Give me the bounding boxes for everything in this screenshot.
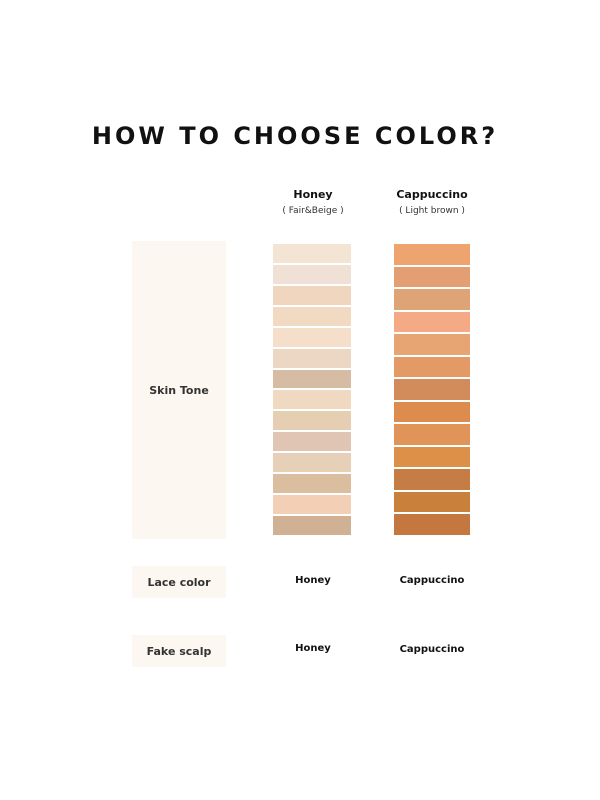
fake-scalp-cappuccino: Cappuccino (399, 644, 465, 655)
color-swatch (273, 453, 351, 473)
color-swatch (394, 514, 470, 535)
color-swatch (273, 327, 351, 347)
column-name: Honey (293, 188, 333, 201)
page-title: HOW TO CHOOSE COLOR? (91, 122, 499, 150)
color-swatch (273, 495, 351, 514)
color-swatch (394, 446, 470, 468)
column-subtitle: ( Fair&Beige ) (282, 206, 344, 216)
color-swatch (273, 432, 351, 452)
lace-color-honey: Honey (295, 575, 331, 586)
row-label-skin-tone: Skin Tone (132, 241, 226, 539)
cappuccino-swatches (394, 244, 470, 535)
color-swatch (394, 469, 470, 490)
row-label-lace-color: Lace color (132, 566, 226, 598)
column-header-honey: Honey ( Fair&Beige ) (243, 188, 383, 216)
color-swatch (394, 311, 470, 333)
color-swatch (394, 356, 470, 378)
color-swatch (394, 491, 470, 513)
color-swatch (394, 289, 470, 310)
row-label-fake-scalp: Fake scalp (132, 635, 226, 667)
color-swatch (273, 348, 351, 368)
color-swatch (273, 474, 351, 494)
color-swatch (273, 369, 351, 389)
color-swatch (273, 244, 351, 263)
color-swatch (394, 266, 470, 288)
color-swatch (273, 264, 351, 284)
color-swatch (394, 379, 470, 400)
color-swatch (273, 306, 351, 326)
lace-color-cappuccino: Cappuccino (399, 575, 465, 586)
column-header-cappuccino: Cappuccino ( Light brown ) (362, 188, 502, 216)
color-swatch (394, 334, 470, 355)
color-swatch (273, 411, 351, 431)
honey-swatches (273, 244, 351, 535)
color-swatch (273, 515, 351, 535)
color-swatch (394, 244, 470, 265)
color-swatch (273, 390, 351, 410)
column-name: Cappuccino (396, 188, 468, 201)
color-swatch (394, 424, 470, 445)
color-swatch (394, 401, 470, 423)
fake-scalp-honey: Honey (295, 643, 331, 654)
color-swatch (273, 285, 351, 305)
column-subtitle: ( Light brown ) (399, 206, 465, 216)
